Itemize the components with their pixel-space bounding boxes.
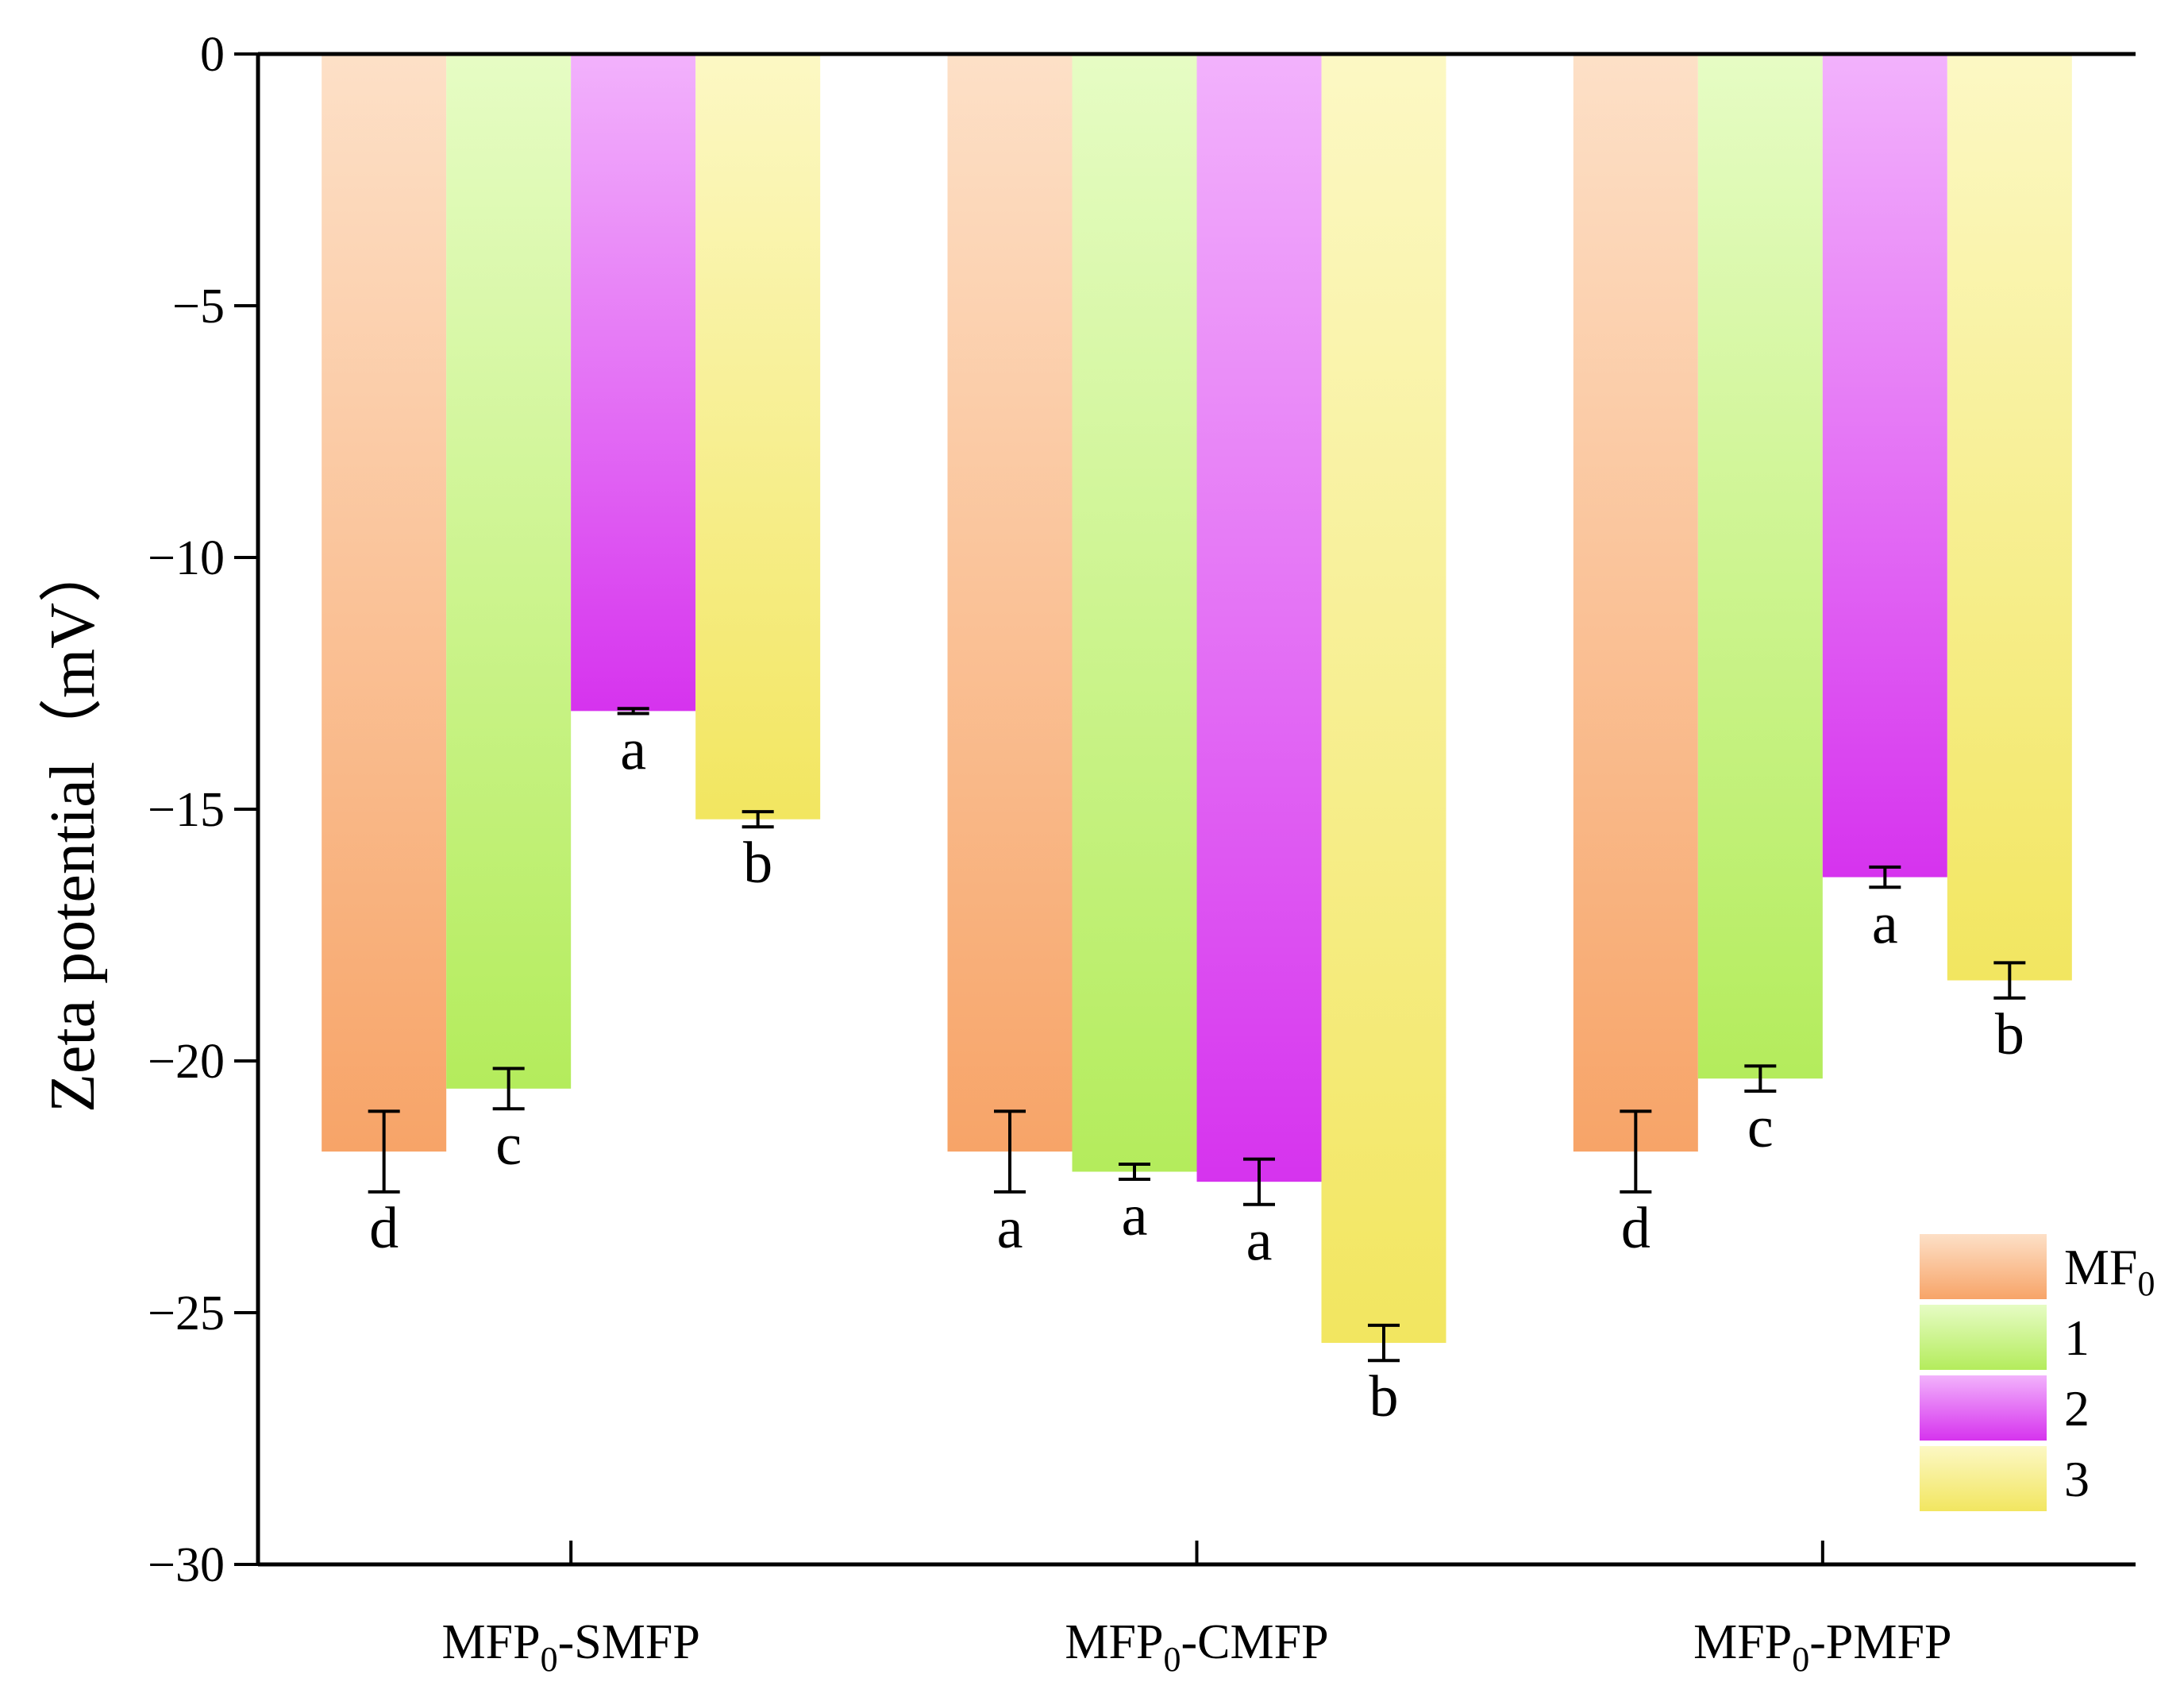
legend-item-1: MF0 xyxy=(1920,1234,2155,1303)
legend-swatch-1 xyxy=(1920,1234,2047,1299)
x-tick-label-1: MFP0-SMFP xyxy=(442,1615,700,1679)
legend-label-4: 3 xyxy=(2064,1451,2090,1507)
legend-item-4: 3 xyxy=(1920,1446,2090,1511)
y-tick-label-2: −5 xyxy=(172,280,225,334)
significance-letter-2-series-2: a xyxy=(1122,1183,1148,1248)
bar-2-series-2 xyxy=(1072,54,1197,1172)
bar-3-series-3 xyxy=(1822,54,1947,878)
error-bar-3-series-3 xyxy=(1869,865,1901,889)
bar-1-series-3 xyxy=(571,54,696,712)
x-tick-label-2: MFP0-CMFP xyxy=(1065,1615,1328,1679)
bar-2-series-3 xyxy=(1196,54,1322,1182)
bar-3-series-2 xyxy=(1697,54,1823,1079)
significance-letters-layer: d c a b a a a b d c a b xyxy=(369,718,2024,1430)
significance-letter-1-series-4: b xyxy=(743,831,772,896)
significance-letter-2-series-3: a xyxy=(1246,1209,1273,1274)
legend-label-3: 2 xyxy=(2064,1380,2090,1437)
y-tick-label-6: −25 xyxy=(148,1286,225,1340)
y-axis-title: Zeta potential（mV） xyxy=(38,539,108,1113)
significance-letter-3-series-3: a xyxy=(1872,891,1898,956)
error-bar-3-series-1 xyxy=(1620,1109,1652,1194)
y-tick-label-1: 0 xyxy=(200,28,225,82)
y-tick-label-5: −20 xyxy=(148,1035,225,1089)
bar-3-series-1 xyxy=(1573,54,1698,1152)
legend-item-2: 1 xyxy=(1920,1305,2090,1370)
error-bar-3-series-2 xyxy=(1744,1064,1777,1094)
error-bar-2-series-4 xyxy=(1368,1323,1400,1363)
y-tick-label-3: −10 xyxy=(148,531,225,585)
significance-letter-3-series-2: c xyxy=(1747,1095,1774,1160)
axes-layer: MFP0-SMFP MFP0-CMFP MFP0-PMFP 0 −5 −10 −15 −20 −… xyxy=(148,28,2136,1679)
legend-swatch-3 xyxy=(1920,1375,2047,1441)
bar-1-series-4 xyxy=(695,54,821,820)
significance-letter-1-series-2: c xyxy=(495,1113,522,1178)
legend-item-3: 2 xyxy=(1920,1375,2090,1441)
error-bar-1-series-4 xyxy=(741,810,774,829)
significance-letter-1-series-1: d xyxy=(369,1196,399,1261)
error-bars-layer xyxy=(368,707,2026,1363)
y-tick-label-7: −30 xyxy=(148,1538,225,1592)
bars-layer xyxy=(322,54,2072,1344)
error-bar-1-series-1 xyxy=(368,1109,400,1194)
error-bar-2-series-1 xyxy=(994,1109,1026,1194)
significance-letter-1-series-3: a xyxy=(620,718,646,783)
legend-label-2: 1 xyxy=(2064,1310,2090,1366)
significance-letter-3-series-4: b xyxy=(1995,1002,2024,1067)
legend-swatch-4 xyxy=(1920,1446,2047,1511)
significance-letter-2-series-1: a xyxy=(997,1196,1023,1261)
error-bar-3-series-4 xyxy=(1993,961,2026,1000)
legend-label-1: MF0 xyxy=(2064,1239,2155,1303)
error-bar-1-series-2 xyxy=(492,1066,525,1111)
legend-swatch-2 xyxy=(1920,1305,2047,1370)
y-tick-label-4: −15 xyxy=(148,783,225,837)
significance-letter-2-series-4: b xyxy=(1369,1364,1399,1429)
bar-2-series-1 xyxy=(947,54,1073,1152)
x-tick-label-3: MFP0-PMFP xyxy=(1693,1615,1951,1679)
legend: MF0 1 2 3 xyxy=(1920,1234,2155,1511)
error-bar-1-series-3 xyxy=(617,707,649,716)
error-bar-2-series-3 xyxy=(1243,1157,1275,1206)
significance-letter-3-series-1: d xyxy=(1621,1196,1651,1261)
bar-1-series-1 xyxy=(322,54,447,1152)
bar-3-series-4 xyxy=(1947,54,2072,981)
error-bar-2-series-2 xyxy=(1119,1162,1150,1181)
bar-2-series-4 xyxy=(1321,54,1446,1344)
bar-1-series-2 xyxy=(446,54,572,1089)
